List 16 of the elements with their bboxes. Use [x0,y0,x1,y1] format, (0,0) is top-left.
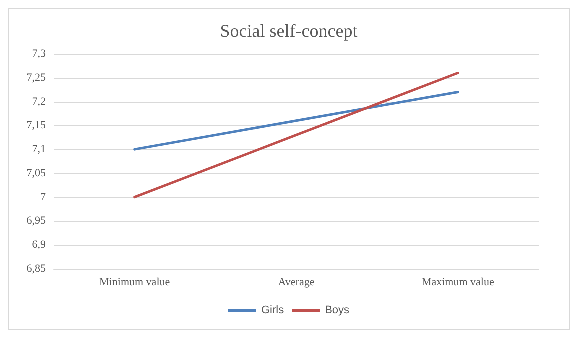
y-tick-label: 7,1 [32,144,46,156]
x-tick-label: Minimum value [100,276,170,288]
x-tick-label: Average [278,276,315,288]
y-tick-label: 6,85 [26,263,46,275]
y-tick-label: 7 [40,191,46,204]
legend-label: Girls [261,304,285,316]
legend-label: Boys [325,304,350,316]
y-tick-label: 7,25 [26,72,46,84]
y-tick-label: 7,2 [32,96,46,108]
x-tick-label: Maximum value [422,276,494,288]
y-tick-label: 7,3 [32,48,46,60]
chart-title: Social self-concept [220,21,358,41]
y-tick-label: 7,15 [26,120,46,132]
y-tick-label: 7,05 [26,167,46,180]
y-tick-label: 6,95 [26,215,46,228]
y-tick-label: 6,9 [32,239,46,252]
